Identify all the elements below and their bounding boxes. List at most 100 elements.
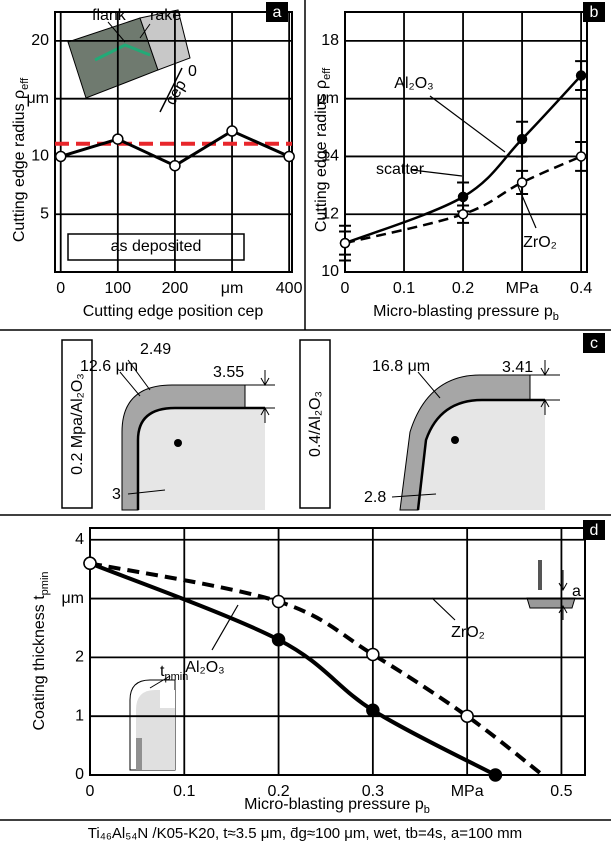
- y-tick-label: 12: [321, 205, 339, 222]
- sample-label: 0.2 Mpa/Al₂O₃: [69, 373, 86, 475]
- leader: [127, 489, 166, 495]
- y-tick-label: 4: [75, 531, 84, 548]
- y-tick-label: 10: [321, 263, 339, 280]
- caption: Ti₄₆Al₅₄N /K05-K20, t≈3.5 μm, d̄g≈100 μm…: [88, 825, 522, 842]
- marker: [339, 237, 351, 249]
- leader: [391, 493, 437, 498]
- x-axis-label-sub: b: [553, 311, 559, 323]
- marker: [283, 150, 295, 163]
- annotation: 0: [188, 63, 197, 80]
- leader: [517, 185, 537, 229]
- substrate: [138, 408, 265, 510]
- annotation: flank: [92, 7, 127, 24]
- x-axis-label-sub: b: [424, 804, 430, 816]
- dim-label: 3.41: [502, 359, 533, 376]
- dim-label: 3: [112, 486, 121, 503]
- annotation: cep: [162, 77, 190, 108]
- leader: [127, 359, 151, 391]
- y-tick-label: 1: [75, 707, 84, 724]
- leader: [431, 597, 456, 621]
- x-tick-label: 0.2: [267, 783, 289, 800]
- marker: [457, 191, 469, 203]
- annotation-main: t: [160, 663, 165, 680]
- marker: [54, 150, 67, 163]
- y-axis-label-main: Coating thickness t: [31, 595, 48, 731]
- x-tick-label: 0.4: [570, 280, 592, 297]
- plot-frame: [344, 11, 588, 273]
- y-tick-label: 18: [321, 32, 339, 49]
- dim-label: 3.55: [213, 364, 244, 381]
- marker: [226, 125, 238, 137]
- panel-letter: a: [273, 4, 282, 21]
- series-label: Al₂O₃: [394, 75, 433, 92]
- substrate: [136, 690, 175, 770]
- leader: [149, 675, 171, 689]
- panel-letter-box: [266, 2, 288, 22]
- dim-label: 2.8: [364, 489, 386, 506]
- marker: [83, 556, 97, 571]
- series-line: [89, 561, 544, 777]
- leaders-d: [211, 597, 456, 651]
- series-label: Al₂O₃: [185, 659, 224, 676]
- dim-label: 2.49: [140, 341, 171, 358]
- marker: [460, 709, 474, 723]
- leader: [107, 21, 126, 43]
- y-tick-label: 2: [75, 649, 84, 666]
- x-axis-label: Cutting edge position cep: [83, 303, 264, 320]
- interface: [416, 398, 545, 511]
- panel-letter: d: [590, 522, 599, 539]
- substrate: [418, 400, 545, 510]
- label-box: [61, 339, 93, 509]
- marker: [271, 632, 286, 647]
- x-tick-label: 400: [276, 280, 303, 297]
- leader: [411, 169, 463, 177]
- dim-arrows: [558, 570, 568, 620]
- x-tick-label: 0: [341, 280, 350, 297]
- cep-arrow: [159, 67, 183, 113]
- panel-letter: c: [590, 335, 598, 352]
- annotation: as deposited: [111, 238, 202, 255]
- frame: [0, 0, 611, 821]
- panel-letter-box: [583, 520, 605, 540]
- annotation: rake: [150, 7, 181, 24]
- x-tick-label: MPa: [451, 783, 484, 800]
- x-tick-label: 0: [86, 783, 95, 800]
- x-tick-label: 0.1: [173, 783, 195, 800]
- center: [174, 439, 182, 447]
- series-line: [344, 155, 582, 245]
- dim-arrows: [260, 370, 270, 423]
- x-tick-label: 100: [104, 280, 131, 297]
- x-tick-label: 200: [162, 280, 189, 297]
- leader: [139, 23, 151, 39]
- x-axis-label-main: Micro-blasting pressure p: [373, 303, 553, 320]
- y-tick-label: μm: [316, 90, 339, 107]
- marker: [575, 151, 587, 162]
- series-label: ZrO₂: [451, 624, 485, 641]
- x-axis-label-main: Cutting edge position cep: [83, 303, 264, 320]
- x-tick-label: MPa: [506, 280, 539, 297]
- edge: [94, 43, 151, 62]
- y-tick-label: 14: [321, 148, 339, 165]
- y-axis-label-sub: eff: [19, 77, 31, 90]
- y-axis-label: Coating thickness tpmin: [31, 571, 51, 730]
- inset-d: [129, 560, 576, 771]
- annotation: tpmin: [160, 663, 188, 683]
- coating: [136, 738, 142, 770]
- y-tick-label: μm: [61, 590, 84, 607]
- y-tick-label: 20: [31, 32, 49, 49]
- x-tick-label: 0: [56, 280, 65, 297]
- leader: [429, 95, 506, 153]
- leaders-b: [411, 95, 537, 229]
- x-axis-label: Micro-blasting pressure pb: [244, 796, 430, 816]
- annotation: scatter: [376, 161, 425, 178]
- note-box: [67, 233, 245, 261]
- leader: [417, 371, 441, 399]
- series-label: ZrO₂: [523, 234, 557, 251]
- marker: [112, 133, 124, 145]
- radius-label: 12.6 μm: [80, 358, 138, 375]
- x-tick-label: 0.2: [452, 280, 474, 297]
- marker: [488, 768, 503, 782]
- panel-c-drawing: [61, 339, 560, 511]
- label-box: [299, 339, 331, 509]
